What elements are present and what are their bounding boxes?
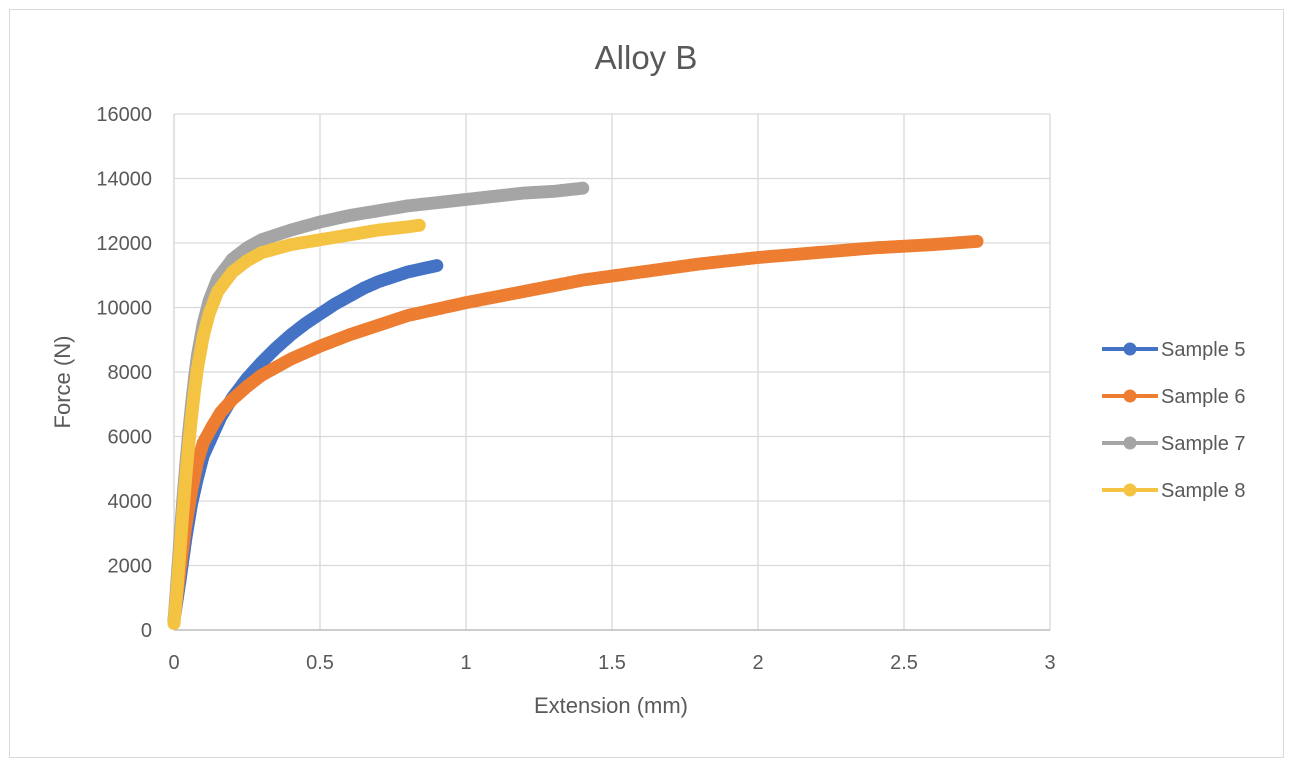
legend-label: Sample 8 [1161,480,1246,502]
series-sample-7 [167,181,590,627]
x-tick-label: 0.5 [306,652,334,674]
legend-label: Sample 5 [1161,339,1246,361]
x-tick-label: 2.5 [890,652,918,674]
y-tick-label: 0 [141,620,152,642]
legend-item: Sample 8 [1102,480,1246,502]
data-point [412,218,426,232]
legend-item: Sample 7 [1102,433,1246,455]
series-layer [167,181,984,631]
y-tick-label: 4000 [108,491,153,513]
x-tick-label: 2 [752,652,763,674]
x-tick-label: 1 [460,652,471,674]
y-tick-label: 8000 [108,362,153,384]
legend-swatch-marker [1123,436,1137,450]
chart-frame: 0 2000 4000 6000 8000 10000 12000 14000 16000 0 0.… [9,9,1284,758]
data-point [430,259,444,273]
y-tick-label: 6000 [108,427,153,449]
y-tick-label: 2000 [108,556,153,578]
series-sample-6 [167,234,984,627]
x-tick-label: 3 [1044,652,1055,674]
legend-item: Sample 5 [1102,339,1246,361]
data-point [576,181,590,195]
legend-swatch-marker [1123,389,1137,403]
legend: Sample 5 Sample 6 Sample 7 Sample 8 [1102,339,1246,502]
legend-swatch-marker [1123,483,1137,497]
chart-title: Alloy B [595,39,698,76]
series-sample-8 [167,218,426,631]
x-axis-title: Extension (mm) [534,693,688,718]
x-tick-label: 0 [168,652,179,674]
y-tick-label: 14000 [96,169,152,191]
legend-label: Sample 6 [1161,386,1246,408]
legend-swatch-marker [1123,342,1137,356]
chart-svg: 0 2000 4000 6000 8000 10000 12000 14000 16000 0 0.… [50,39,1246,718]
y-tick-label: 16000 [96,104,152,126]
y-tick-label: 10000 [96,298,152,320]
y-axis-title: Force (N) [50,336,75,429]
y-tick-label: 12000 [96,233,152,255]
gridlines [173,113,1051,631]
x-tick-label: 1.5 [598,652,626,674]
legend-item: Sample 6 [1102,386,1246,408]
data-point [970,234,984,248]
legend-label: Sample 7 [1161,433,1246,455]
